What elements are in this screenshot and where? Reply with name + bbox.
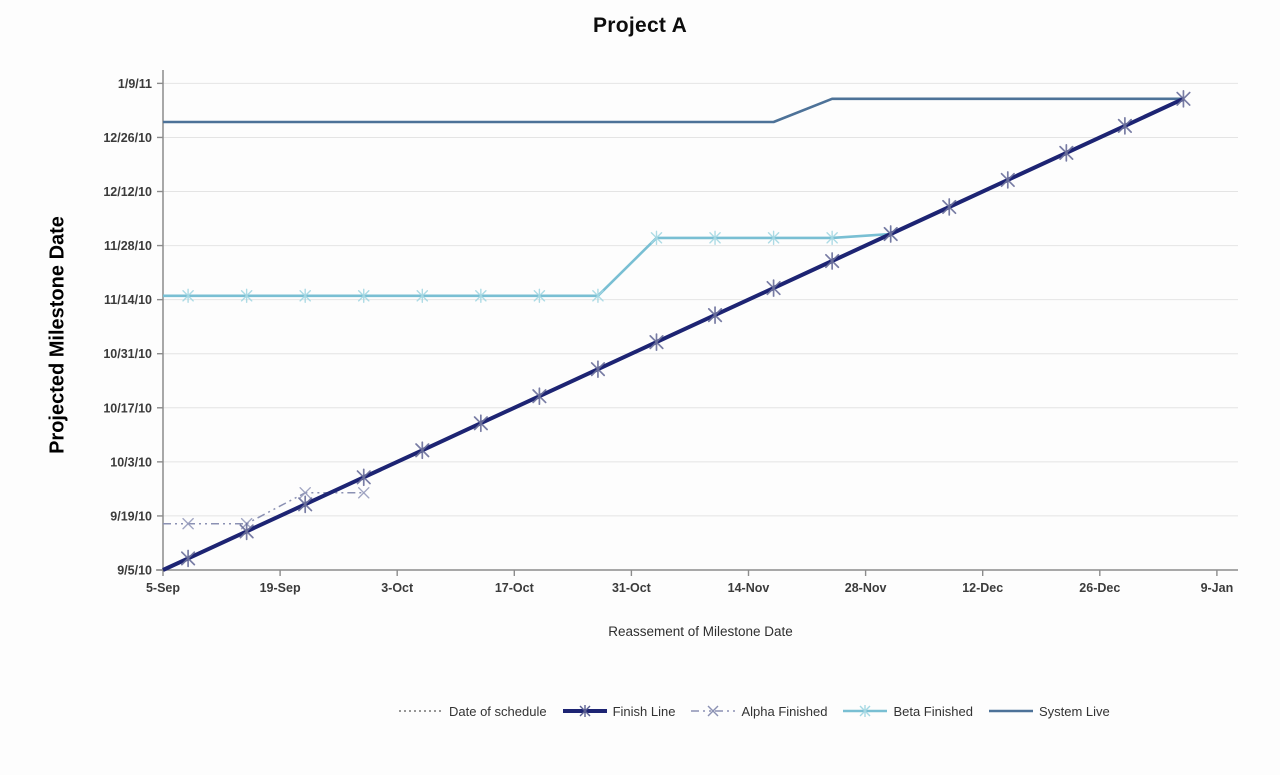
legend-label: Finish Line	[612, 703, 676, 719]
y-tick-label: 12/12/10	[103, 185, 152, 199]
x-tick-label: 28-Nov	[845, 581, 887, 595]
y-tick-label: 10/17/10	[103, 401, 152, 415]
marker-star	[182, 290, 194, 302]
x-tick-label: 3-Oct	[381, 581, 414, 595]
finish-line-line-swatch-icon	[562, 705, 607, 717]
marker-star	[1176, 91, 1191, 106]
y-tick-label: 10/31/10	[103, 347, 152, 361]
legend-label: Date of schedule	[449, 703, 547, 719]
marker-x	[182, 517, 194, 530]
marker-star	[240, 290, 253, 302]
legend-item-date-of-schedule: Date of schedule	[398, 703, 547, 719]
x-tick-label: 12-Dec	[962, 581, 1003, 595]
marker-star	[1000, 172, 1015, 188]
series-alpha-finished	[163, 492, 364, 525]
series-beta-finished	[163, 232, 891, 298]
chart-title: Project A	[592, 14, 688, 37]
legend-item-alpha-finished: Alpha Finished	[690, 703, 827, 719]
marker-star	[766, 280, 781, 296]
marker-star	[415, 443, 430, 458]
marker-star	[181, 551, 196, 566]
x-tick-label: 26-Dec	[1079, 581, 1120, 595]
date-of-schedule-line-swatch-icon	[399, 710, 443, 712]
marker-star	[298, 497, 313, 512]
x-tick-label: 14-Nov	[728, 581, 770, 595]
x-tick-label: 17-Oct	[495, 581, 535, 595]
y-tick-label: 9/5/10	[117, 564, 152, 578]
marker-star	[1059, 145, 1074, 160]
marker-star	[1117, 118, 1132, 133]
marker-x	[357, 486, 370, 499]
marker-star	[473, 416, 488, 431]
x-tick-label: 31-Oct	[612, 581, 652, 595]
chart-legend: Date of schedule Finish Line Alpha Finishe…	[398, 703, 1110, 719]
x-tick-label: 9-Jan	[1201, 581, 1234, 595]
marker-star	[533, 290, 546, 302]
y-tick-label: 1/9/11	[118, 77, 152, 91]
marker-star	[357, 290, 370, 302]
marker-star	[650, 232, 663, 244]
marker-star	[590, 362, 606, 377]
marker-star	[942, 199, 957, 215]
legend-label: Beta Finished	[893, 703, 973, 719]
marker-star	[883, 226, 898, 242]
marker-star	[707, 308, 723, 323]
marker-star	[592, 290, 604, 302]
marker-star	[767, 232, 780, 244]
plot-area: 9/5/10 9/19/10 10/3/10 10/17/10 10/31/10 11/1…	[103, 70, 1238, 595]
legend-label: System Live	[1038, 703, 1110, 719]
marker-star	[709, 232, 721, 244]
x-tick-label: 5-Sep	[146, 581, 180, 595]
marker-star	[475, 290, 487, 302]
beta-finished-line-swatch-icon	[843, 705, 888, 717]
x-axis-title: Reassement of Milestone Date	[608, 624, 793, 639]
series-system-live	[163, 97, 1184, 124]
marker-star	[356, 470, 371, 485]
series-finish-line	[162, 96, 1185, 572]
y-tick-label: 11/28/10	[104, 239, 152, 253]
marker-star	[416, 290, 429, 302]
marker-star	[826, 232, 838, 244]
y-tick-label: 12/26/10	[103, 131, 152, 145]
y-tick-label: 10/3/10	[110, 455, 152, 469]
y-tick-label: 9/19/10	[110, 509, 152, 523]
legend-label: Alpha Finished	[741, 703, 828, 719]
marker-star	[239, 524, 254, 539]
legend-item-system-live: System Live	[988, 703, 1110, 719]
alpha-finished-line-swatch-icon	[691, 705, 736, 717]
legend-item-finish-line: Finish Line	[562, 703, 676, 719]
x-tick-label: 19-Sep	[260, 581, 301, 595]
marker-star	[299, 290, 311, 302]
marker-star	[649, 335, 664, 350]
marker-x	[299, 486, 311, 499]
legend-item-beta-finished: Beta Finished	[842, 703, 973, 719]
marker-star	[532, 389, 547, 404]
system-live-line-swatch-icon	[988, 709, 1033, 713]
marker-star	[825, 253, 840, 269]
y-tick-label: 11/14/10	[104, 293, 152, 307]
